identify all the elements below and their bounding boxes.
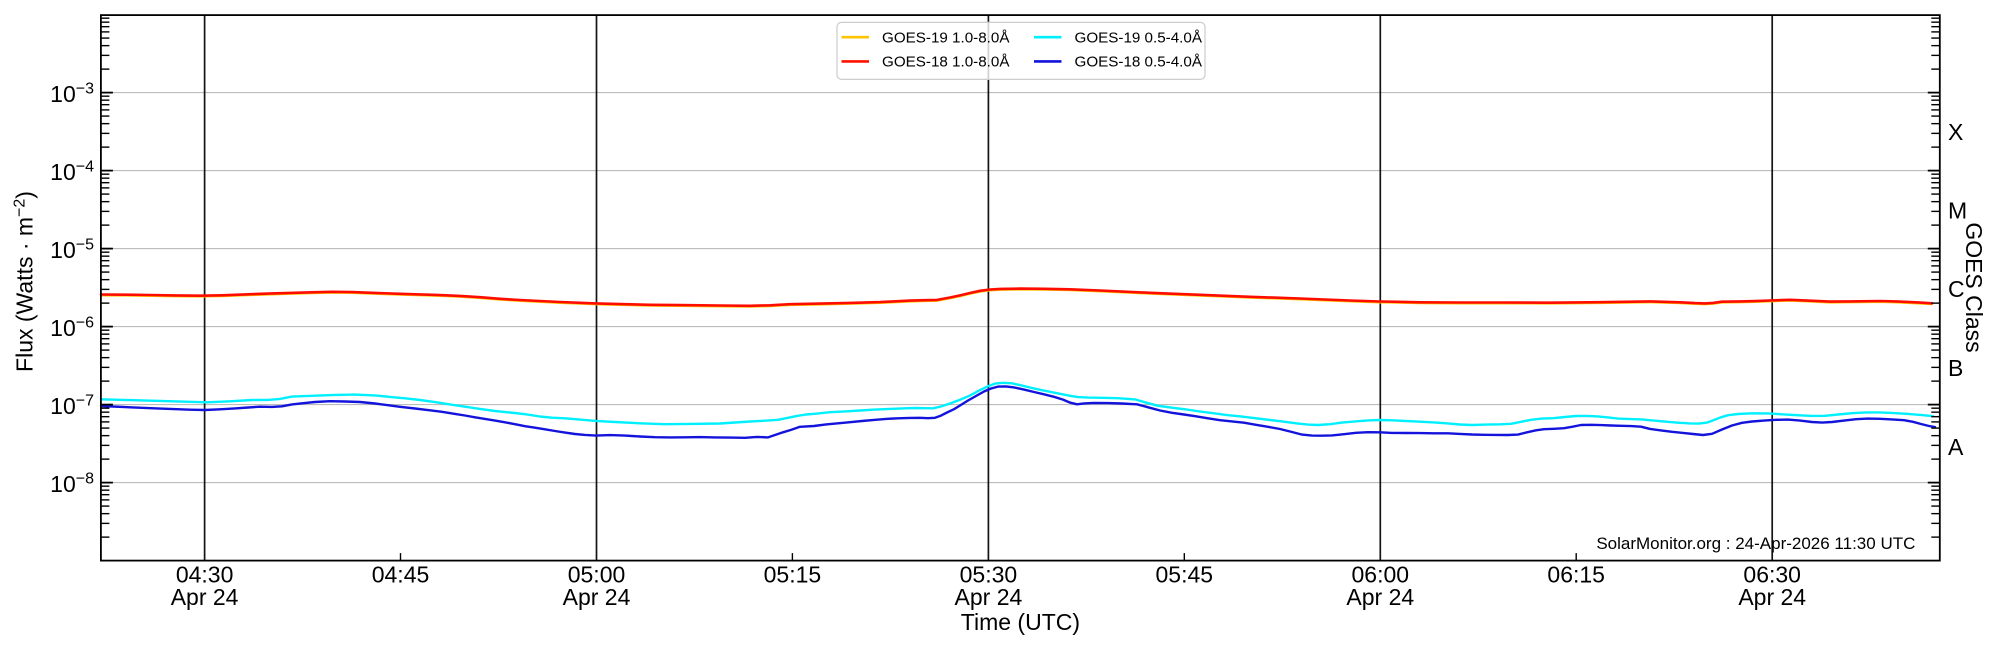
- svg-text:M: M: [1948, 197, 1967, 223]
- svg-text:SolarMonitor.org : 24-Apr-2026: SolarMonitor.org : 24-Apr-2026 11:30 UTC: [1596, 534, 1915, 553]
- svg-text:05:15: 05:15: [764, 562, 822, 588]
- svg-text:GOES-19 0.5-4.0Å: GOES-19 0.5-4.0Å: [1075, 30, 1203, 47]
- svg-text:GOES-18 0.5-4.0Å: GOES-18 0.5-4.0Å: [1075, 54, 1203, 71]
- svg-text:Apr 24: Apr 24: [563, 584, 631, 610]
- svg-text:X: X: [1948, 119, 1963, 145]
- svg-text:06:30: 06:30: [1743, 562, 1801, 588]
- svg-text:04:45: 04:45: [372, 562, 430, 588]
- svg-text:06:00: 06:00: [1352, 562, 1410, 588]
- svg-text:Apr 24: Apr 24: [1738, 584, 1806, 610]
- svg-text:Time (UTC): Time (UTC): [961, 609, 1080, 635]
- svg-text:C: C: [1948, 276, 1965, 302]
- svg-text:Apr 24: Apr 24: [171, 584, 239, 610]
- svg-text:06:15: 06:15: [1547, 562, 1605, 588]
- svg-text:04:30: 04:30: [176, 562, 234, 588]
- svg-text:10−5: 10−5: [50, 237, 94, 264]
- svg-text:05:00: 05:00: [568, 562, 626, 588]
- svg-text:GOES-19 1.0-8.0Å: GOES-19 1.0-8.0Å: [882, 30, 1010, 47]
- svg-text:Apr 24: Apr 24: [1346, 584, 1414, 610]
- svg-text:GOES Class: GOES Class: [1961, 222, 1987, 352]
- svg-text:Apr 24: Apr 24: [955, 584, 1023, 610]
- svg-text:GOES-18 1.0-8.0Å: GOES-18 1.0-8.0Å: [882, 54, 1010, 71]
- svg-text:05:30: 05:30: [960, 562, 1018, 588]
- svg-text:10−7: 10−7: [50, 393, 94, 420]
- svg-text:05:45: 05:45: [1156, 562, 1214, 588]
- svg-text:B: B: [1948, 355, 1963, 381]
- svg-text:Flux (Watts · m−2): Flux (Watts · m−2): [11, 191, 37, 372]
- svg-text:A: A: [1948, 434, 1964, 460]
